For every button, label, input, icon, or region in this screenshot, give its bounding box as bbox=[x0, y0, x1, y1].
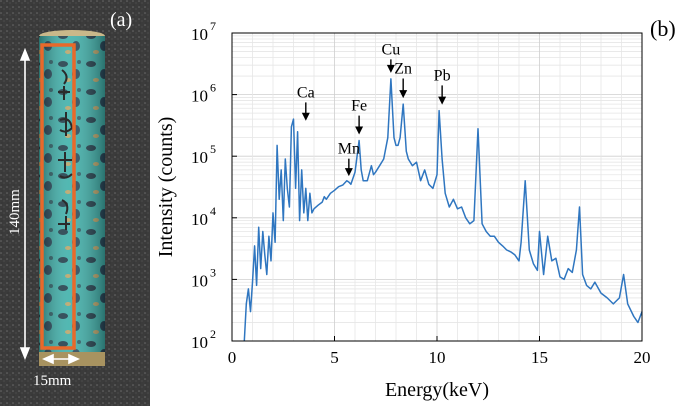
peak-arrowhead-icon bbox=[399, 90, 408, 99]
peak-label-cu: Cu bbox=[382, 41, 401, 58]
peak-arrowhead-icon bbox=[438, 96, 447, 105]
x-tick-label: 15 bbox=[531, 348, 548, 367]
panel-a-label: (a) bbox=[110, 9, 132, 31]
y-tick-exponent: 5 bbox=[210, 142, 216, 156]
y-tick-label: 10 bbox=[191, 87, 208, 106]
rod-shading bbox=[39, 36, 105, 360]
y-tick-label: 10 bbox=[191, 25, 208, 44]
peak-arrowhead-icon bbox=[301, 112, 310, 121]
sample-photo: 140mm 15mm (a) bbox=[0, 0, 150, 406]
peak-arrowhead-icon bbox=[344, 168, 353, 177]
x-axis-label: Energy(keV) bbox=[385, 379, 489, 401]
length-label: 140mm bbox=[7, 189, 23, 235]
peak-label-zn: Zn bbox=[394, 61, 412, 78]
x-tick-label: 10 bbox=[429, 348, 446, 367]
y-tick-exponent: 3 bbox=[210, 265, 216, 279]
x-tick-label: 20 bbox=[634, 348, 651, 367]
peak-label-mn: Mn bbox=[338, 141, 360, 158]
y-tick-label: 10 bbox=[191, 333, 208, 352]
peak-label-ca: Ca bbox=[297, 84, 315, 101]
x-tick-label: 0 bbox=[228, 348, 237, 367]
y-tick-exponent: 6 bbox=[210, 81, 216, 95]
peak-label-pb: Pb bbox=[434, 67, 451, 84]
x-tick-label: 5 bbox=[330, 348, 339, 367]
peak-arrowhead-icon bbox=[355, 126, 364, 135]
panel-b-label: (b) bbox=[650, 16, 676, 41]
y-tick-exponent: 2 bbox=[210, 327, 216, 341]
double-arrow-horizontal-icon bbox=[42, 353, 80, 365]
double-arrow-vertical-icon bbox=[19, 47, 31, 361]
y-tick-label: 10 bbox=[191, 271, 208, 290]
peak-label-fe: Fe bbox=[351, 98, 367, 115]
spectrum-series bbox=[243, 78, 643, 342]
spectrum-line bbox=[243, 78, 643, 342]
y-tick-exponent: 4 bbox=[210, 204, 216, 218]
y-tick-label: 10 bbox=[191, 210, 208, 229]
y-tick-label: 10 bbox=[191, 148, 208, 167]
rod-inscription bbox=[58, 69, 74, 230]
width-label: 15mm bbox=[33, 373, 72, 389]
y-axis-label: Intensity (counts) bbox=[155, 117, 177, 258]
measurement-highlight-box bbox=[40, 43, 76, 350]
peak-annotations: Ca Fe Mn Cu Zn Pb bbox=[297, 41, 451, 177]
x-axis-ticks: 0 5 10 15 20 bbox=[228, 336, 651, 367]
y-tick-exponent: 7 bbox=[210, 19, 216, 33]
peak-arrowhead-icon bbox=[386, 64, 395, 73]
